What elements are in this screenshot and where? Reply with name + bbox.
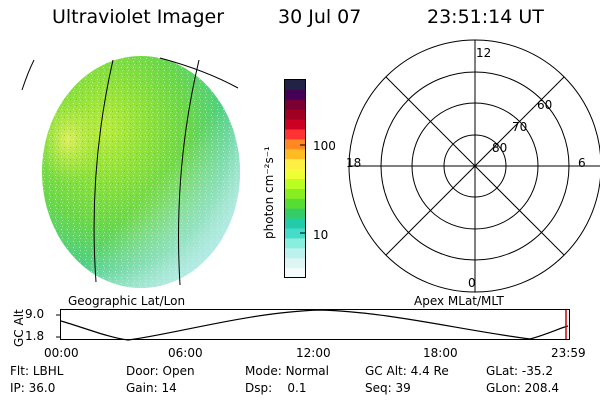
status-glon-value: 208.4 xyxy=(524,381,559,395)
app-title: Ultraviolet Imager xyxy=(52,6,225,28)
color-bar-stripe xyxy=(285,89,305,101)
colorbar-tick-100-label: 100 xyxy=(313,139,336,153)
geographic-panel-label: Geographic Lat/Lon xyxy=(68,294,186,308)
uv-intensity-disc xyxy=(42,56,240,288)
color-bar-stripe xyxy=(285,268,305,279)
time-label: 23:51:14 UT xyxy=(427,6,544,28)
color-bar-stripe xyxy=(285,149,305,160)
mlat-label-80: 80 xyxy=(492,141,508,155)
color-bar-gradient xyxy=(285,80,305,279)
color-bar-stripe xyxy=(285,129,305,140)
color-bar-stripe xyxy=(285,109,305,121)
color-bar-stripe xyxy=(285,258,305,269)
status-glat-value: -35.2 xyxy=(521,364,553,378)
status-dsp-value: 0.1 xyxy=(287,381,307,395)
status-door-value: Open xyxy=(162,364,195,378)
color-bar-stripe xyxy=(285,99,305,111)
color-bar-frame xyxy=(284,79,306,278)
mlt-label-18: 18 xyxy=(346,156,362,170)
mlt-label-12: 12 xyxy=(476,46,492,60)
status-glon: GLon: 208.4 xyxy=(486,381,559,395)
altitude-axis-label: GC Alt xyxy=(12,309,26,347)
color-bar-stripe xyxy=(285,139,305,150)
color-bar-stripe xyxy=(285,169,305,180)
alt-tick-label-9: 9.0 xyxy=(25,307,45,321)
status-ip-value: 36.0 xyxy=(28,381,56,395)
date-label: 30 Jul 07 xyxy=(278,6,362,28)
color-bar-stripe xyxy=(285,198,305,210)
mlt-label-6: 6 xyxy=(578,156,586,170)
longitude-lines xyxy=(21,57,239,286)
alt-tick-label-1.8: 1.8 xyxy=(25,329,45,343)
color-bar-stripe xyxy=(285,208,305,220)
status-gain: Gain: 14 xyxy=(126,381,177,395)
apex-panel-label: Apex MLat/MLT xyxy=(414,294,504,308)
time-tick-1800: 18:00 xyxy=(423,346,458,360)
time-tick-0600: 06:00 xyxy=(168,346,203,360)
status-ip: IP: 36.0 xyxy=(10,381,56,395)
status-filter-value: LBHL xyxy=(32,364,64,378)
status-seq-value: 39 xyxy=(395,381,411,395)
color-bar-stripe xyxy=(285,238,305,249)
mlat-label-60: 60 xyxy=(537,98,553,112)
status-seq: Seq: 39 xyxy=(365,381,411,395)
color-bar-stripe xyxy=(285,248,305,259)
status-glat: GLat: -35.2 xyxy=(486,364,553,378)
time-tick-2359: 23:59 xyxy=(551,346,586,360)
status-gain-value: 14 xyxy=(161,381,177,395)
polar-axis-diag2 xyxy=(385,76,565,256)
status-gc-alt: GC Alt: 4.4 Re xyxy=(365,364,449,378)
color-bar xyxy=(284,79,306,279)
time-tick-1200: 12:00 xyxy=(296,346,331,360)
status-gc-alt-value: 4.4 Re xyxy=(410,364,449,378)
status-mode-value: Normal xyxy=(285,364,329,378)
color-bar-stripe xyxy=(285,119,305,130)
color-bar-stripe xyxy=(285,179,305,190)
altitude-curve xyxy=(60,309,569,341)
colorbar-tick-10-label: 10 xyxy=(313,228,329,242)
time-tick-0000: 00:00 xyxy=(44,346,79,360)
altitude-strip-frame xyxy=(60,309,570,340)
color-bar-stripe xyxy=(285,188,305,200)
color-bar-stripe xyxy=(285,228,305,239)
status-door: Door: Open xyxy=(126,364,195,378)
mlt-label-0: 0 xyxy=(468,276,476,290)
status-filter: Flt: LBHL xyxy=(10,364,64,378)
status-mode: Mode: Normal xyxy=(245,364,329,378)
color-bar-stripe xyxy=(285,159,305,170)
mlat-label-70: 70 xyxy=(512,120,528,134)
color-bar-stripe xyxy=(285,80,305,91)
color-bar-stripe xyxy=(285,218,305,229)
status-dsp: Dsp: 0.1 xyxy=(245,381,307,395)
